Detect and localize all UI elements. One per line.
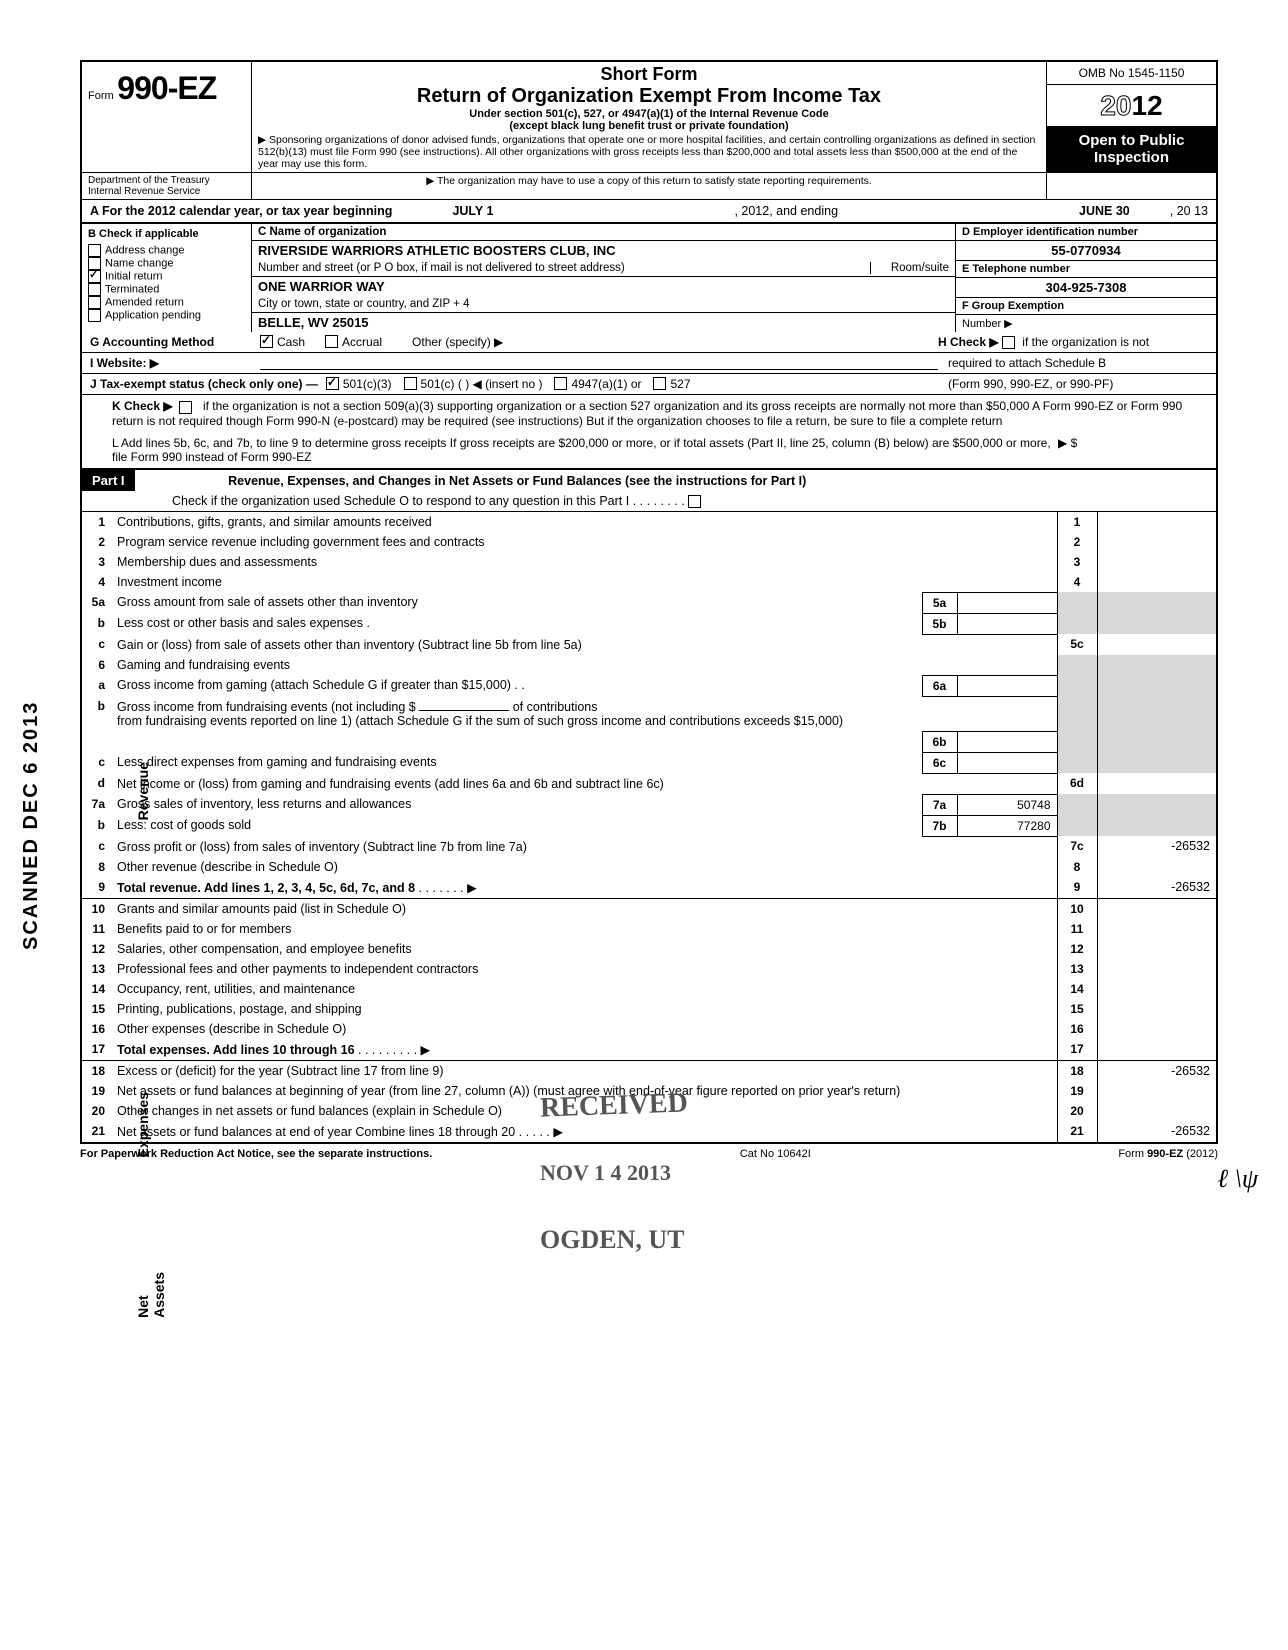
dept-treasury: Department of the Treasury Internal Reve… (82, 173, 252, 199)
omb-number: OMB No 1545-1150 (1047, 62, 1216, 85)
phone: 304-925-7308 (956, 278, 1216, 298)
tax-year: 2012 (1047, 85, 1216, 126)
part-1-label: Part I (82, 470, 135, 491)
subtitle-2: (except black lung benefit trust or priv… (258, 120, 1040, 132)
form-prefix: Form (88, 90, 114, 102)
chk-527[interactable] (653, 377, 666, 390)
subtitle-1: Under section 501(c), 527, or 4947(a)(1)… (258, 108, 1040, 120)
amt-7b: 77280 (957, 815, 1057, 836)
chk-schedule-o-part1[interactable] (688, 495, 701, 508)
amt-7a: 50748 (957, 794, 1057, 815)
header-note-2: ▶ The organization may have to use a cop… (252, 173, 1046, 199)
part-1-header: Part I Revenue, Expenses, and Changes in… (80, 470, 1218, 512)
amt-7c: -26532 (1097, 836, 1217, 857)
dept-row: Department of the Treasury Internal Reve… (80, 172, 1218, 200)
date-stamp: NOV 1 4 2013 (540, 1160, 671, 1186)
title-box: Short Form Return of Organization Exempt… (252, 62, 1046, 172)
chk-501c3[interactable] (326, 377, 339, 390)
section-bcdef: B Check if applicable Address change Nam… (80, 224, 1218, 332)
chk-address-change[interactable] (88, 244, 101, 257)
chk-501c[interactable] (404, 377, 417, 390)
part-1-title: Revenue, Expenses, and Changes in Net As… (138, 471, 814, 491)
header-note-1: ▶ Sponsoring organizations of donor advi… (258, 134, 1040, 170)
org-name: RIVERSIDE WARRIORS ATHLETIC BOOSTERS CLU… (252, 241, 955, 260)
chk-accrual[interactable] (325, 335, 338, 348)
chk-terminated[interactable] (88, 283, 101, 296)
form-number-box: Form 990-EZ (82, 62, 252, 172)
row-i-website: I Website: ▶ required to attach Schedule… (80, 353, 1218, 374)
chk-amended-return[interactable] (88, 296, 101, 309)
section-b: B Check if applicable Address change Nam… (82, 224, 252, 332)
form-number: 990-EZ (117, 70, 216, 106)
omb-year-box: OMB No 1545-1150 2012 Open to Public Ins… (1046, 62, 1216, 172)
section-c: C Name of organization RIVERSIDE WARRIOR… (252, 224, 956, 332)
chk-application-pending[interactable] (88, 309, 101, 322)
open-to-public: Open to Public Inspection (1047, 126, 1216, 172)
chk-k[interactable] (179, 401, 192, 414)
amt-9: -26532 (1097, 877, 1217, 899)
form-page: SCANNED DEC 6 2013 Form 990-EZ Short For… (0, 0, 1288, 1204)
chk-cash[interactable] (260, 335, 273, 348)
page-footer: For Paperwork Reduction Act Notice, see … (80, 1144, 1218, 1164)
scanned-stamp: SCANNED DEC 6 2013 (20, 701, 43, 950)
ein: 55-0770934 (956, 241, 1216, 261)
org-city: BELLE, WV 25015 (252, 313, 955, 332)
chk-h[interactable] (1002, 336, 1015, 349)
expenses-label: Expenses (135, 1092, 151, 1157)
amt-18: -26532 (1097, 1060, 1217, 1081)
lines-table: 1Contributions, gifts, grants, and simil… (80, 512, 1218, 1144)
org-street: ONE WARRIOR WAY (252, 277, 955, 296)
chk-initial-return[interactable] (88, 270, 101, 283)
amt-21: -26532 (1097, 1121, 1217, 1143)
row-j-tax-status: J Tax-exempt status (check only one) — 5… (80, 374, 1218, 395)
section-def: D Employer identification number 55-0770… (956, 224, 1216, 332)
short-form-label: Short Form (258, 64, 1040, 85)
main-title: Return of Organization Exempt From Incom… (258, 85, 1040, 108)
row-g-accounting: G Accounting Method Cash Accrual Other (… (80, 332, 1218, 353)
chk-4947[interactable] (554, 377, 567, 390)
form-header: Form 990-EZ Short Form Return of Organiz… (80, 60, 1218, 172)
row-k: K Check ▶ if the organization is not a s… (80, 395, 1218, 431)
row-l: L Add lines 5b, 6c, and 7b, to line 9 to… (80, 432, 1218, 470)
net-assets-label: Net Assets (135, 1272, 167, 1318)
handwriting: ℓ \ψ (1217, 1164, 1258, 1194)
ogden-stamp: OGDEN, UT (540, 1225, 684, 1255)
line-a-tax-year: A For the 2012 calendar year, or tax yea… (80, 200, 1218, 224)
revenue-label: Revenue (135, 762, 151, 820)
